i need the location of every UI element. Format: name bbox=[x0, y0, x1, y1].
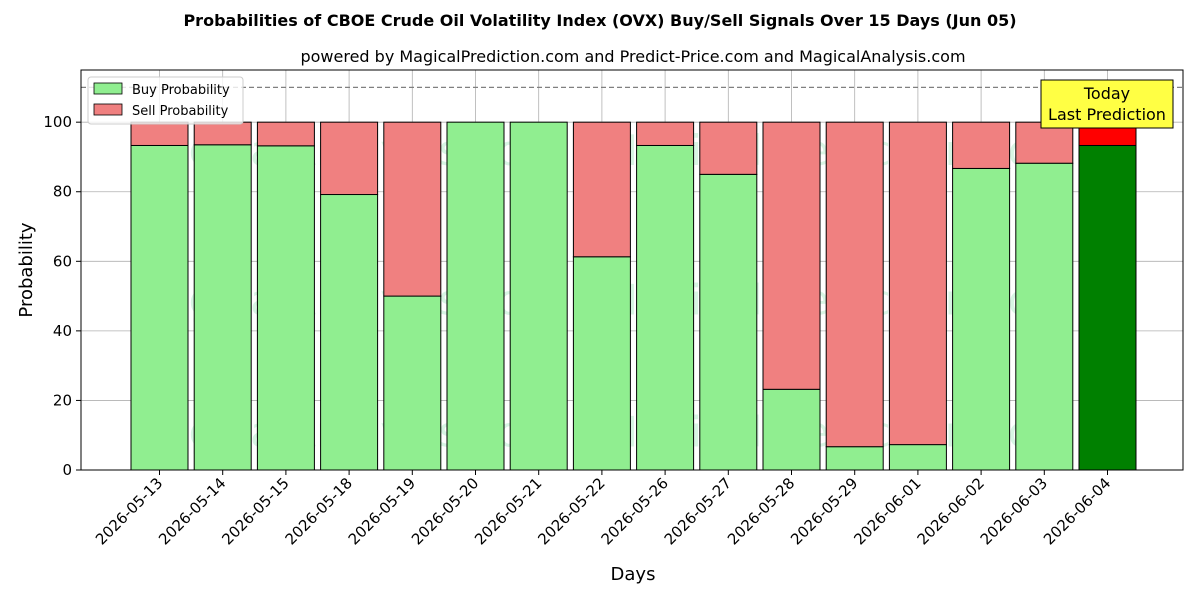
bar-buy bbox=[256, 145, 315, 471]
bar-buy bbox=[636, 144, 695, 471]
bar-sell bbox=[1015, 121, 1074, 164]
bar-sell bbox=[572, 121, 631, 258]
x-tick-label: 2026-05-27 bbox=[661, 474, 735, 548]
bar-buy bbox=[1078, 144, 1137, 471]
x-tick-label: 2026-05-15 bbox=[218, 474, 292, 548]
bar-buy bbox=[699, 173, 758, 471]
y-axis-ticks: 0 20 40 60 80 100 bbox=[43, 113, 81, 479]
legend-swatch-buy bbox=[93, 82, 123, 95]
bar-buy bbox=[572, 256, 631, 471]
bar-buy bbox=[888, 444, 947, 471]
bar-sell bbox=[130, 121, 189, 146]
plot-frame bbox=[80, 69, 1184, 471]
bar-buy bbox=[1015, 162, 1074, 471]
bar-sell bbox=[762, 121, 821, 390]
bar-buy bbox=[130, 144, 189, 471]
bar-sell bbox=[699, 121, 758, 175]
x-tick-label: 2026-06-02 bbox=[914, 474, 988, 548]
today-annotation: Today Last Prediction bbox=[1040, 79, 1174, 129]
bar-sell bbox=[888, 121, 947, 446]
legend-swatch-sell bbox=[93, 103, 123, 116]
annotation-box bbox=[1040, 79, 1174, 129]
bar-sell bbox=[825, 121, 884, 448]
x-tick-label: 2026-05-13 bbox=[92, 474, 166, 548]
x-axis-label: Days bbox=[611, 564, 656, 585]
x-axis-ticks: 2026-05-132026-05-142026-05-152026-05-18… bbox=[92, 470, 1114, 548]
x-tick-label: 2026-06-03 bbox=[977, 474, 1051, 548]
y-tick-label: 0 bbox=[62, 461, 72, 479]
bar-sell bbox=[320, 121, 379, 196]
legend-label-sell: Sell Probability bbox=[132, 104, 229, 119]
y-tick-label: 20 bbox=[53, 391, 72, 409]
legend-box bbox=[87, 76, 244, 125]
chart-subtitle: powered by MagicalPrediction.com and Pre… bbox=[300, 47, 965, 66]
y-axis-label: Probability bbox=[16, 222, 37, 317]
annotation-line-2: Last Prediction bbox=[1048, 105, 1166, 124]
y-tick-label: 60 bbox=[53, 252, 72, 270]
bar-buy bbox=[193, 144, 252, 471]
bar-buy bbox=[762, 388, 821, 471]
chart-title: Probabilities of CBOE Crude Oil Volatili… bbox=[183, 11, 1016, 30]
annotation-line-1: Today bbox=[1083, 84, 1130, 103]
x-tick-label: 2026-05-21 bbox=[471, 474, 545, 548]
bars-layer bbox=[130, 121, 1137, 471]
bar-sell bbox=[636, 121, 695, 146]
bar-buy bbox=[825, 446, 884, 471]
bar-buy bbox=[952, 167, 1011, 471]
x-tick-label: 2026-05-22 bbox=[534, 474, 608, 548]
bar-buy bbox=[446, 121, 505, 471]
bar-sell bbox=[383, 121, 442, 297]
y-tick-label: 80 bbox=[53, 183, 72, 201]
x-tick-label: 2026-05-20 bbox=[408, 474, 482, 548]
y-tick-label: 100 bbox=[43, 113, 72, 131]
x-tick-label: 2026-05-18 bbox=[282, 474, 356, 548]
x-tick-label: 2026-05-29 bbox=[787, 474, 861, 548]
bar-buy bbox=[320, 194, 379, 471]
x-tick-label: 2026-06-01 bbox=[850, 474, 924, 548]
x-tick-label: 2026-05-14 bbox=[155, 474, 229, 548]
x-tick-label: 2026-06-04 bbox=[1040, 474, 1114, 548]
bar-sell bbox=[256, 121, 315, 147]
bar-buy bbox=[383, 295, 442, 471]
x-tick-label: 2026-05-28 bbox=[724, 474, 798, 548]
bar-sell bbox=[952, 121, 1011, 169]
bar-sell bbox=[193, 121, 252, 146]
legend: Buy Probability Sell Probability bbox=[87, 76, 244, 125]
y-tick-label: 40 bbox=[53, 322, 72, 340]
x-tick-label: 2026-05-26 bbox=[598, 474, 672, 548]
legend-label-buy: Buy Probability bbox=[132, 83, 230, 98]
x-tick-label: 2026-05-19 bbox=[345, 474, 419, 548]
bar-buy bbox=[509, 121, 568, 471]
